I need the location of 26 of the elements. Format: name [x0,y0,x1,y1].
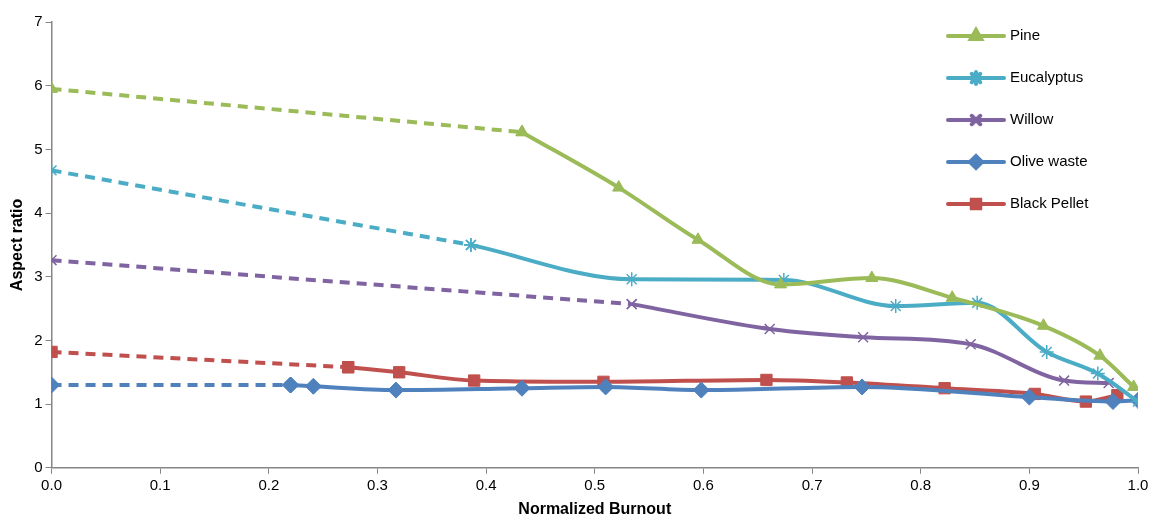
y-tick-label: 0 [34,457,43,475]
legend-label: Willow [1010,110,1054,128]
x-tick-label: 0.1 [149,475,171,493]
y-axis-title: Aspect ratio [8,198,26,292]
y-tick-label: 6 [34,75,43,93]
x-tick-label: 0.4 [475,475,497,493]
legend-label: Pine [1010,26,1041,44]
y-tick-label: 2 [34,330,43,348]
legend-label: Black Pellet [1010,194,1090,212]
x-tick-label: 0.9 [1018,475,1040,493]
y-tick-label: 4 [34,203,43,221]
x-tick-label: 0.7 [801,475,823,493]
y-tick-label: 7 [34,12,43,30]
x-axis-title: Normalized Burnout [518,499,672,517]
legend-label: Olive waste [1010,152,1088,170]
x-tick-label: 0.6 [692,475,714,493]
y-tick-label: 5 [34,139,43,157]
x-tick-label: 0.8 [910,475,932,493]
y-tick-label: 3 [34,266,43,284]
x-tick-label: 0.0 [41,475,62,493]
x-tick-label: 1.0 [1127,475,1149,493]
x-tick-label: 0.5 [584,475,606,493]
x-tick-label: 0.2 [258,475,280,493]
y-tick-label: 1 [34,394,43,412]
legend-label: Eucalyptus [1010,68,1084,86]
x-tick-label: 0.3 [367,475,388,493]
